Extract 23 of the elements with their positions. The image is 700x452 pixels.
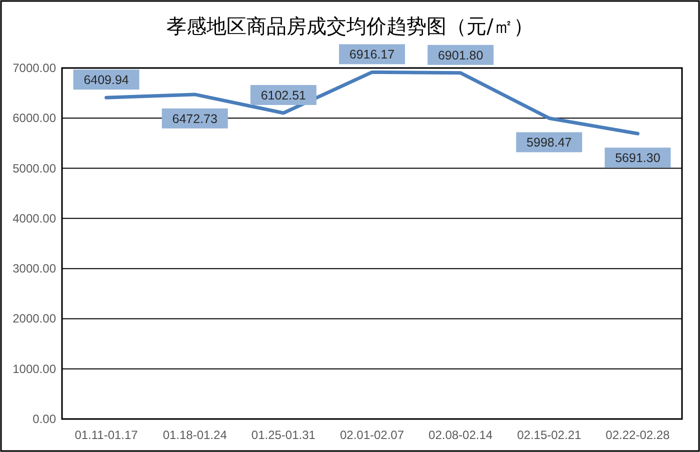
x-tick-label: 02.08-02.14 (428, 428, 493, 442)
x-tick-label: 02.01-02.07 (340, 428, 404, 442)
x-tick-label: 02.15-02.21 (517, 428, 582, 442)
y-tick-label: 6000.00 (12, 111, 56, 126)
data-label: 6901.80 (438, 48, 484, 62)
x-tick-label: 01.25-01.31 (251, 428, 316, 442)
data-label: 6409.94 (84, 73, 129, 88)
x-tick-label: 01.11-01.17 (74, 428, 138, 442)
data-label: 5998.47 (526, 136, 572, 150)
y-tick-label: 2000.00 (12, 312, 56, 326)
y-tick-label: 1000.00 (12, 362, 56, 376)
y-tick-label: 5000.00 (12, 161, 56, 176)
x-tick-label: 02.22-02.28 (606, 428, 670, 442)
y-tick-label: 0.00 (32, 412, 56, 426)
y-tick-label: 4000.00 (12, 211, 56, 226)
data-label: 5691.30 (615, 151, 660, 166)
chart-title: 孝感地区商品房成交均价趋势图（元/㎡） (166, 14, 534, 38)
y-tick-label: 7000.00 (12, 61, 56, 75)
data-label: 6916.17 (349, 48, 395, 62)
data-label: 6102.51 (260, 88, 306, 103)
x-tick-label: 01.18-01.24 (162, 428, 228, 442)
y-tick-label: 3000.00 (12, 262, 56, 276)
data-label: 6472.73 (172, 112, 218, 126)
